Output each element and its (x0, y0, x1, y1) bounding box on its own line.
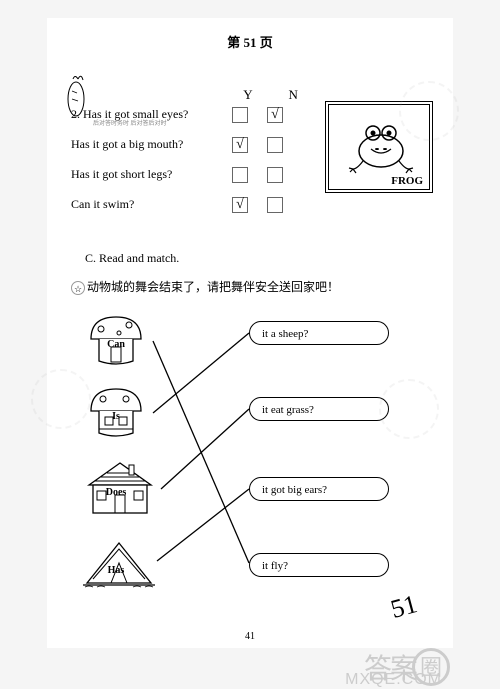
question-num: 2. (71, 107, 80, 121)
house-can: Can (81, 309, 151, 374)
question-row: Has it got short legs? (71, 167, 283, 183)
question-text: Can it swim? (71, 197, 221, 212)
frog-frame: FROG (325, 101, 433, 193)
page-number: 41 (245, 631, 255, 642)
frog-label: FROG (391, 175, 423, 187)
section-c-title: C. Read and match. (85, 251, 429, 266)
star-icon: ☆ (71, 281, 85, 295)
house-does: Does (81, 457, 151, 524)
checkbox-n (267, 137, 283, 153)
question-text: Has it got small eyes? (83, 107, 221, 122)
checkbox-y: √ (232, 197, 248, 213)
house-has: Has (81, 535, 151, 598)
section-c: C. Read and match. ☆动物城的舞会结束了，请把舞伴安全送回家吧… (71, 251, 429, 619)
house-is: Is (81, 381, 151, 446)
question-text: Has it got short legs? (71, 167, 221, 182)
checkbox-n: √ (267, 107, 283, 123)
checkbox-y (232, 167, 248, 183)
worksheet-page: 第 51 页 Y N 2. Has it got small eyes? √ 后… (47, 18, 453, 648)
faint-text: 后对答时务时 后对答后对时 (93, 121, 167, 128)
checkbox-y (232, 107, 248, 123)
question-row: Can it swim? √ (71, 197, 283, 213)
col-y: Y (233, 87, 263, 103)
question-row: Has it got a big mouth? √ (71, 137, 283, 153)
checkbox-y: √ (232, 137, 248, 153)
frog-icon (333, 109, 429, 179)
bubble: it a sheep? (249, 321, 389, 345)
page-title: 第 51 页 (71, 32, 429, 51)
house-label: Is (81, 411, 151, 422)
section-c-sub: ☆动物城的舞会结束了，请把舞伴安全送回家吧！ (71, 278, 429, 295)
match-area: Can Is (71, 309, 429, 619)
footer-url: MXQE.COM (345, 671, 442, 689)
tent-house-icon (81, 535, 157, 593)
house-label: Can (81, 339, 151, 350)
house-label: Does (81, 487, 151, 498)
house-label: Has (81, 565, 151, 576)
section-b: Y N 2. Has it got small eyes? √ 后对答时务时 后… (71, 71, 429, 241)
checkbox-n (267, 197, 283, 213)
bubble: it fly? (249, 553, 389, 577)
bubble: it got big ears? (249, 477, 389, 501)
bubble: it eat grass? (249, 397, 389, 421)
yn-header: Y N (233, 87, 308, 103)
checkbox-n (267, 167, 283, 183)
col-n: N (278, 87, 308, 103)
question-text: Has it got a big mouth? (71, 137, 221, 152)
